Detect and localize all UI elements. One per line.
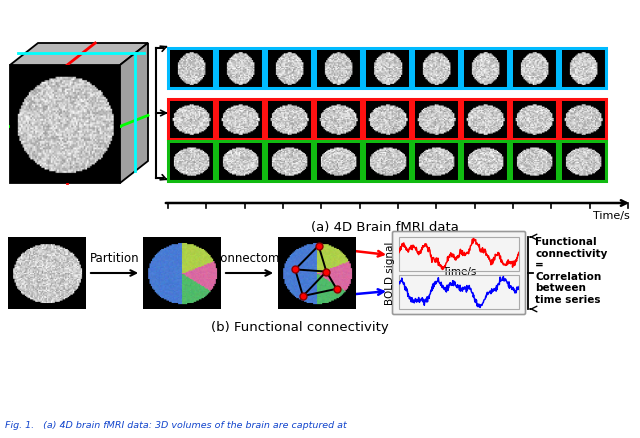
Bar <box>266 141 312 181</box>
Bar <box>315 141 361 181</box>
Bar <box>462 48 508 88</box>
Polygon shape <box>10 65 120 183</box>
Bar <box>266 99 312 139</box>
Bar <box>315 99 361 139</box>
Text: (a) 4D Brain fMRI data: (a) 4D Brain fMRI data <box>311 221 459 234</box>
Bar <box>399 237 519 271</box>
Bar <box>511 99 557 139</box>
Bar <box>266 48 312 88</box>
Polygon shape <box>120 43 148 183</box>
Bar <box>462 99 508 139</box>
Text: Functional
connectivity
=
Correlation
between
time series: Functional connectivity = Correlation be… <box>535 237 607 305</box>
Bar <box>413 99 459 139</box>
Bar <box>217 48 263 88</box>
Text: Time/s: Time/s <box>593 211 630 221</box>
Bar <box>560 99 606 139</box>
Bar <box>511 48 557 88</box>
Text: BOLD signal: BOLD signal <box>385 241 395 305</box>
Bar <box>560 48 606 88</box>
Bar <box>560 141 606 181</box>
Bar <box>462 141 508 181</box>
Text: (b) Functional connectivity: (b) Functional connectivity <box>211 321 389 334</box>
FancyBboxPatch shape <box>392 232 525 314</box>
Bar <box>168 141 214 181</box>
Bar <box>511 141 557 181</box>
Bar <box>413 48 459 88</box>
Bar <box>217 99 263 139</box>
Bar <box>217 141 263 181</box>
Bar <box>399 275 519 309</box>
Text: Fig. 1.   (a) 4D brain fMRI data: 3D volumes of the brain are captured at: Fig. 1. (a) 4D brain fMRI data: 3D volum… <box>5 421 347 431</box>
Bar <box>413 141 459 181</box>
Bar <box>364 141 410 181</box>
Text: Connectome: Connectome <box>212 252 287 265</box>
Bar <box>168 99 214 139</box>
Polygon shape <box>10 43 148 65</box>
Bar <box>364 99 410 139</box>
Bar <box>168 48 214 88</box>
Text: Partition: Partition <box>90 252 140 265</box>
Bar <box>364 48 410 88</box>
Bar <box>315 48 361 88</box>
Text: Time/s: Time/s <box>442 267 476 277</box>
